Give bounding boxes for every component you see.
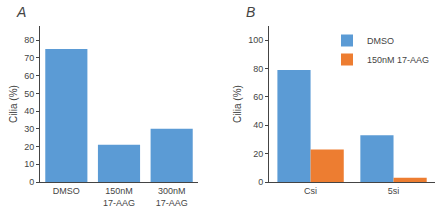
svg-text:300nM17-AAG: 300nM17-AAG	[156, 186, 188, 208]
svg-text:A: A	[16, 4, 26, 20]
svg-text:40: 40	[253, 120, 263, 130]
svg-text:20: 20	[24, 142, 34, 152]
svg-text:5si: 5si	[388, 186, 400, 196]
svg-text:100: 100	[248, 35, 263, 45]
svg-text:40: 40	[24, 106, 34, 116]
svg-text:DMSO: DMSO	[53, 186, 80, 196]
svg-text:B: B	[246, 4, 255, 20]
svg-text:Csi: Csi	[304, 186, 317, 196]
svg-text:0: 0	[258, 177, 263, 187]
svg-text:60: 60	[24, 71, 34, 81]
svg-text:70: 70	[24, 53, 34, 63]
svg-text:20: 20	[253, 149, 263, 159]
svg-text:30: 30	[24, 124, 34, 134]
svg-text:Cilia (%): Cilia (%)	[8, 85, 19, 123]
svg-text:80: 80	[253, 64, 263, 74]
svg-text:150nM17-AAG: 150nM17-AAG	[103, 186, 135, 208]
svg-text:10: 10	[24, 159, 34, 169]
svg-text:0: 0	[29, 177, 34, 187]
svg-text:DMSO: DMSO	[367, 36, 394, 46]
svg-text:50: 50	[24, 89, 34, 99]
svg-text:150nM 17-AAG: 150nM 17-AAG	[367, 55, 429, 65]
svg-text:Cilia (%): Cilia (%)	[232, 85, 243, 123]
svg-text:60: 60	[253, 92, 263, 102]
svg-text:80: 80	[24, 35, 34, 45]
